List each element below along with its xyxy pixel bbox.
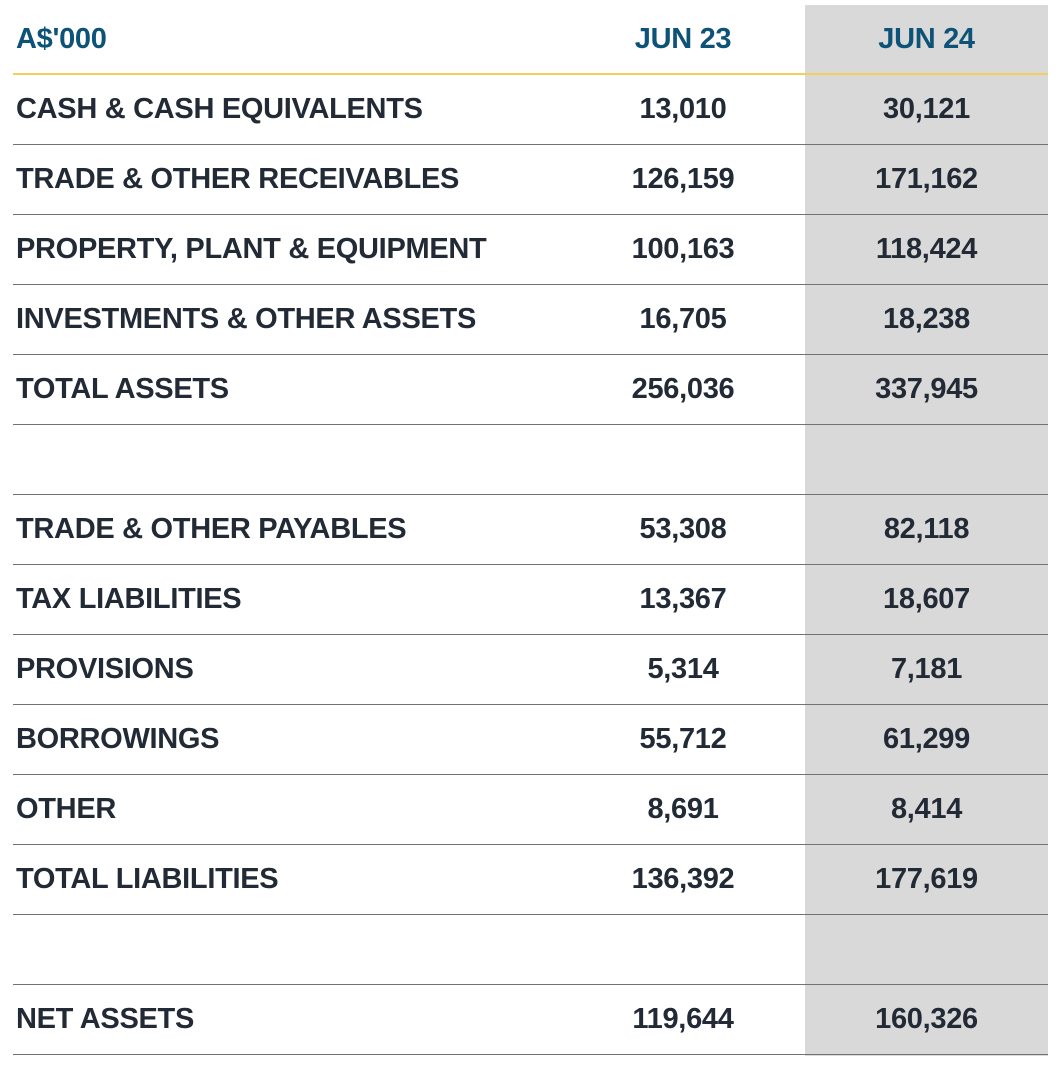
table-row: BORROWINGS 55,712 61,299 [13,705,1048,775]
jun24-value: 82,118 [883,513,970,545]
row-label: TOTAL ASSETS [16,373,229,405]
table-row: TOTAL LIABILITIES 136,392 177,619 [13,845,1048,915]
jun23-value [573,425,793,494]
spacer-row [13,915,1048,985]
jun24-value: 7,181 [890,653,963,685]
table-row: TOTAL ASSETS 256,036 337,945 [13,355,1048,425]
row-label: TRADE & OTHER PAYABLES [16,513,407,545]
jun23-header: JUN 23 [634,22,732,55]
jun24-value: 118,424 [875,233,978,265]
jun23-value: 119,644 [632,1003,734,1035]
table-row: TRADE & OTHER RECEIVABLES 126,159 171,162 [13,145,1048,215]
jun23-value: 126,159 [631,163,735,195]
spacer-row [13,425,1048,495]
row-label: BORROWINGS [16,723,220,755]
jun24-value: 337,945 [875,373,978,405]
row-label: TAX LIABILITIES [16,583,242,615]
table-row: TAX LIABILITIES 13,367 18,607 [13,565,1048,635]
jun23-value: 100,163 [631,233,735,265]
table-row: TRADE & OTHER PAYABLES 53,308 82,118 [13,495,1048,565]
jun24-value: 171,162 [875,163,978,195]
jun23-value: 136,392 [631,863,735,895]
table-row: OTHER 8,691 8,414 [13,775,1048,845]
jun23-value: 5,314 [647,653,719,685]
table-header: A$'000 JUN 23 JUN 24 [13,5,1048,75]
jun23-value: 256,036 [631,373,735,405]
jun23-value: 8,691 [647,793,719,825]
jun24-value [805,915,1048,984]
jun24-column-shading [805,5,1048,1056]
table-row: CASH & CASH EQUIVALENTS 13,010 30,121 [13,75,1048,145]
table-row: PROVISIONS 5,314 7,181 [13,635,1048,705]
table-row: INVESTMENTS & OTHER ASSETS 16,705 18,238 [13,285,1048,355]
jun24-value: 8,414 [890,793,963,825]
jun24-header: JUN 24 [878,22,975,55]
row-label: OTHER [16,793,117,825]
jun24-value: 18,238 [883,303,970,335]
row-label: TRADE & OTHER RECEIVABLES [16,163,460,195]
jun24-value [805,425,1048,494]
jun23-value: 16,705 [639,303,727,335]
jun24-value: 61,299 [883,723,970,755]
row-label: CASH & CASH EQUIVALENTS [16,93,423,125]
jun23-value: 53,308 [639,513,727,545]
row-label: TOTAL LIABILITIES [16,863,279,895]
table-row: NET ASSETS 119,644 160,326 [13,985,1048,1055]
jun24-value: 177,619 [875,863,978,895]
jun23-value: 13,010 [639,93,727,125]
unit-header: A$'000 [16,22,107,55]
jun23-value: 13,367 [639,583,727,615]
jun24-value: 30,121 [883,93,970,125]
jun23-value: 55,712 [639,723,727,755]
table-row: PROPERTY, PLANT & EQUIPMENT 100,163 118,42… [13,215,1048,285]
row-label: INVESTMENTS & OTHER ASSETS [16,303,477,335]
row-label: NET ASSETS [16,1003,195,1035]
jun23-value [573,915,793,984]
row-label: PROVISIONS [16,653,194,685]
jun24-value: 18,607 [883,583,970,615]
jun24-value: 160,326 [875,1003,978,1035]
row-label: PROPERTY, PLANT & EQUIPMENT [16,233,487,265]
